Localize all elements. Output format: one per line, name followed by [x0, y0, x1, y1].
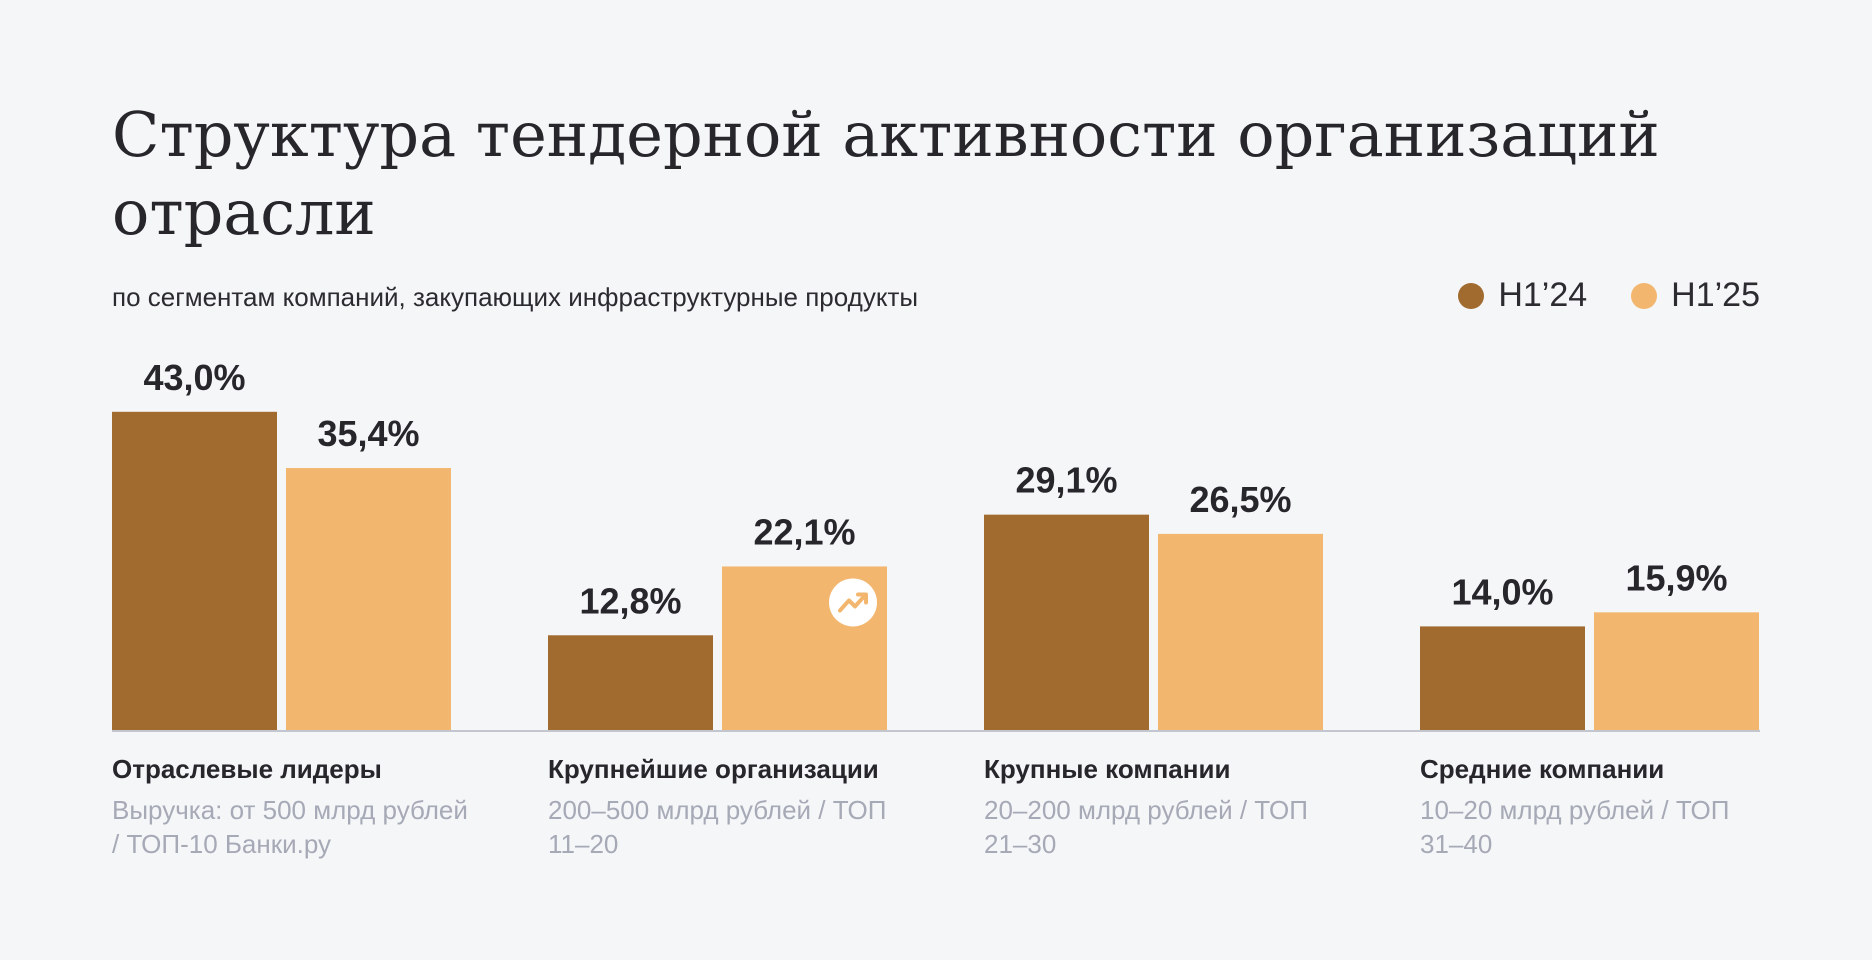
trend-up-icon [829, 578, 877, 627]
data-label-h1-25-0: 35,4% [317, 413, 419, 454]
legend-swatch-h1-25 [1631, 282, 1658, 309]
category-description: 200–500 млрд рублей / ТОП 11–20 [548, 795, 887, 859]
category-name: Крупные компании [984, 754, 1231, 784]
category-label-medium-companies: Средние компании 10–20 млрд рублей / ТОП… [1420, 754, 1780, 861]
category-name: Крупнейшие организации [548, 754, 879, 784]
category-label-industry-leaders: Отраслевые лидеры Выручка: от 500 млрд р… [112, 754, 472, 861]
bar-h1-24-3 [1420, 626, 1585, 730]
legend-swatch-h1-24 [1458, 282, 1485, 309]
legend-item-h1-25: H1’25 [1631, 276, 1760, 315]
category-description: Выручка: от 500 млрд рублей / ТОП-10 Бан… [112, 795, 468, 859]
legend-label-h1-25: H1’25 [1671, 276, 1760, 314]
category-name: Средние компании [1420, 754, 1665, 784]
bar-h1-24-0 [112, 411, 277, 730]
category-description: 10–20 млрд рублей / ТОП 31–40 [1420, 795, 1730, 859]
data-label-h1-25-2: 26,5% [1189, 479, 1291, 520]
chart-title: Структура тендерной активности организац… [112, 98, 1660, 249]
legend: H1’24 H1’25 [1458, 276, 1760, 315]
category-label-large-companies: Крупные компании 20–200 млрд рублей / ТО… [984, 754, 1344, 861]
data-label-h1-25-3: 15,9% [1625, 557, 1727, 598]
data-label-h1-24-3: 14,0% [1451, 571, 1553, 612]
bar-h1-25-3 [1594, 612, 1759, 730]
data-label-h1-24-1: 12,8% [579, 580, 681, 621]
data-label-h1-24-2: 29,1% [1015, 460, 1117, 501]
bar-h1-25-0 [286, 468, 451, 730]
bar-h1-24-2 [984, 514, 1149, 730]
legend-item-h1-24: H1’24 [1458, 276, 1587, 315]
data-label-h1-24-0: 43,0% [143, 357, 245, 398]
category-name: Отраслевые лидеры [112, 754, 382, 784]
legend-label-h1-24: H1’24 [1498, 276, 1588, 314]
data-label-h1-25-1: 22,1% [753, 511, 855, 552]
bar-h1-24-1 [548, 635, 713, 730]
category-description: 20–200 млрд рублей / ТОП 21–30 [984, 795, 1308, 859]
chart-subtitle: по сегментам компаний, закупающих инфрас… [112, 282, 919, 312]
bar-h1-25-2 [1158, 533, 1323, 730]
category-label-largest-organizations: Крупнейшие организации 200–500 млрд рубл… [548, 754, 908, 861]
